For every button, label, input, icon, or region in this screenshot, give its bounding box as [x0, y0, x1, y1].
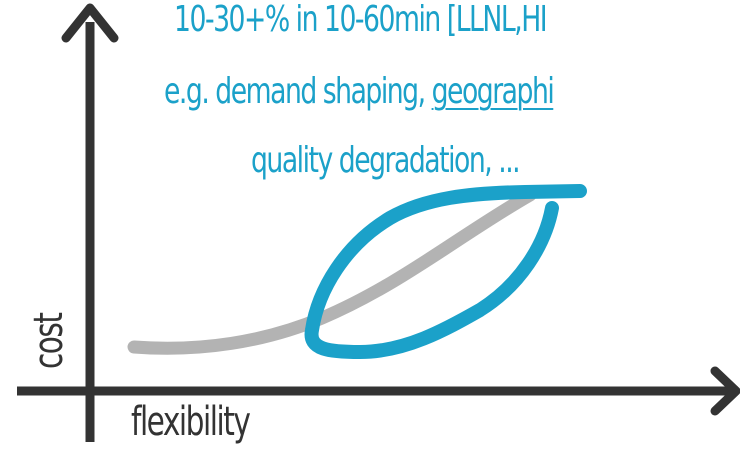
baseline-curve [127, 188, 537, 355]
caption-line-2-text: e.g. demand shaping, [164, 71, 432, 112]
y-axis-label-container: cost [26, 268, 76, 378]
y-axis-label: cost [26, 313, 72, 370]
flexibility-loop [304, 184, 587, 359]
geographic-link[interactable]: geographi [431, 71, 555, 112]
y-axis-arrowhead [61, 3, 119, 43]
x-axis-label: flexibility [131, 399, 251, 445]
caption-line-2: e.g. demand shaping, geographi [164, 71, 555, 112]
x-axis-arrowhead [710, 366, 740, 416]
caption-line-3: quality degradation, ... [251, 140, 521, 181]
caption-line-1: 10-30+% in 10-60min [LLNL,HI [174, 0, 548, 40]
